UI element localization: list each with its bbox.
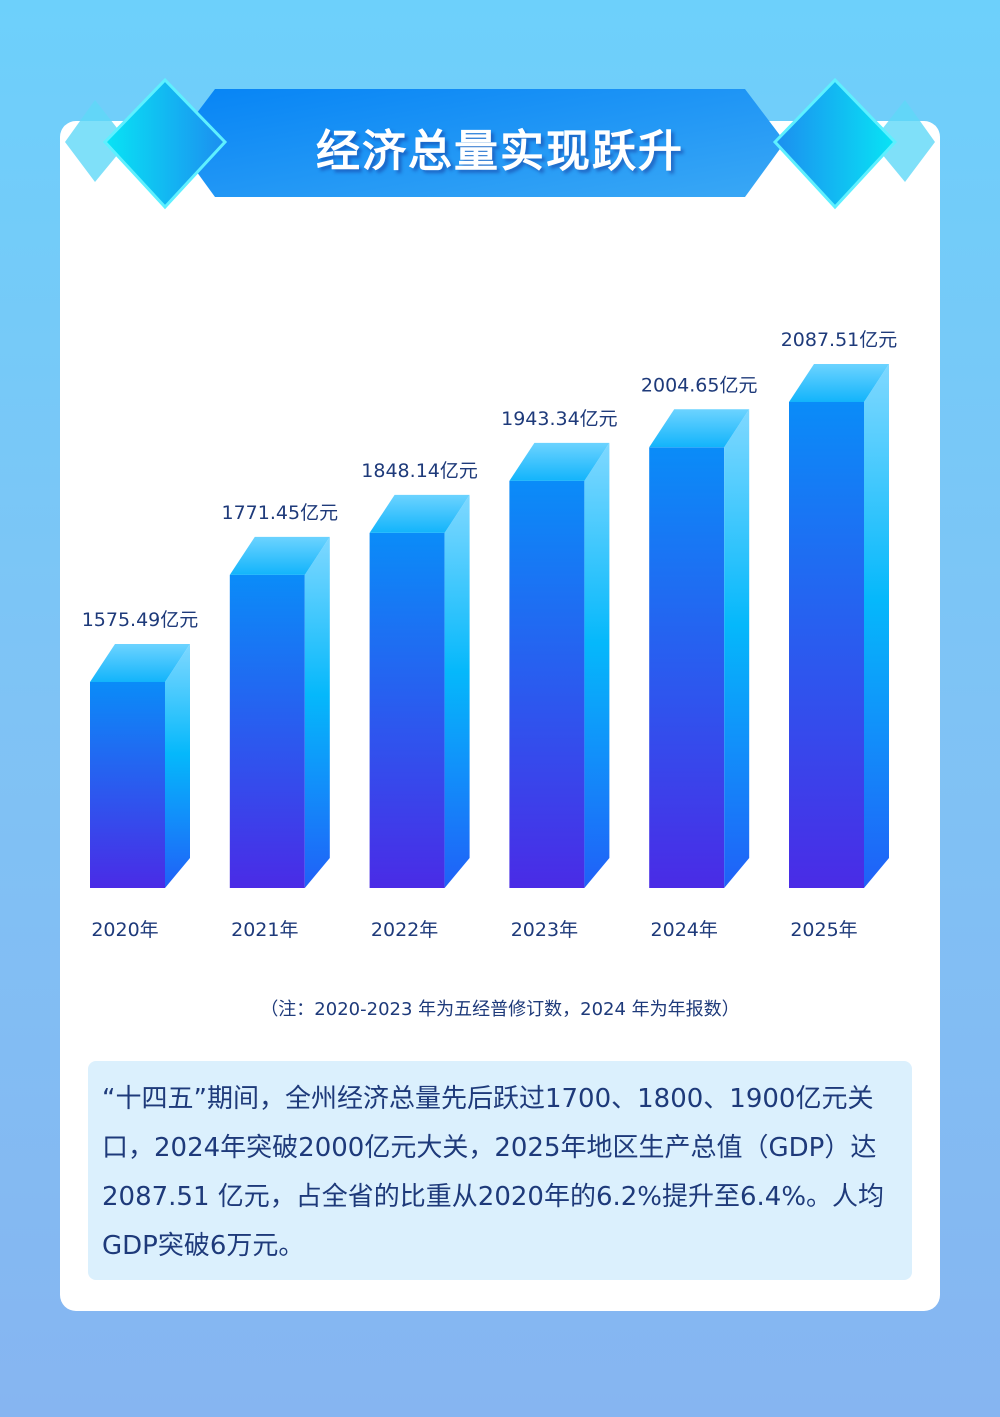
bar-top xyxy=(90,644,190,682)
x-tick-label: 2021年 xyxy=(231,919,298,941)
summary-box: “十四五”期间，全州经济总量先后跃过1700、1800、1900亿元关口，202… xyxy=(88,1061,912,1280)
data-label: 1575.49亿元 xyxy=(82,609,199,631)
chart-note: （注：2020-2023 年为五经普修订数，2024 年为年报数） xyxy=(260,999,740,1020)
bar-front xyxy=(789,402,864,888)
bar-top xyxy=(229,536,330,575)
data-label: 1848.14亿元 xyxy=(361,460,478,482)
x-tick-label: 2025年 xyxy=(790,919,857,941)
title-banner xyxy=(65,77,935,210)
banner-left-diamond xyxy=(102,77,228,210)
bar-side xyxy=(165,644,190,888)
bar-side xyxy=(304,536,330,888)
page-title: 经济总量实现跃升 xyxy=(316,127,684,176)
bar-side xyxy=(584,442,610,888)
x-tick-label: 2023年 xyxy=(511,919,578,941)
x-tick-label: 2024年 xyxy=(651,919,718,941)
bar-front xyxy=(509,480,585,888)
bar-side xyxy=(724,409,750,888)
bar-side xyxy=(864,364,889,888)
x-tick-label: 2022年 xyxy=(371,919,438,941)
bar-front xyxy=(369,532,445,888)
bar-chart: 1575.49亿元 2020年 1771.45亿元 2021年 1848.14亿元 202… xyxy=(82,329,898,941)
data-label: 2087.51亿元 xyxy=(781,329,898,351)
bar-front xyxy=(229,574,305,888)
bar-front xyxy=(90,682,165,888)
bar-top xyxy=(649,409,750,448)
bar-front xyxy=(649,447,725,888)
x-tick-label: 2020年 xyxy=(91,919,158,941)
banner-right-small-diamond xyxy=(872,100,935,182)
data-label: 2004.65亿元 xyxy=(641,374,758,396)
data-label: 1943.34亿元 xyxy=(501,408,618,430)
data-label: 1771.45亿元 xyxy=(222,502,339,524)
bar-side xyxy=(444,494,470,888)
bar-top xyxy=(509,442,610,481)
banner-left-small-diamond xyxy=(65,100,128,182)
summary-text: “十四五”期间，全州经济总量先后跃过1700、1800、1900亿元关口，202… xyxy=(102,1084,885,1261)
banner-right-diamond xyxy=(772,77,898,210)
bar-top xyxy=(789,364,889,402)
bar-top xyxy=(369,494,470,533)
